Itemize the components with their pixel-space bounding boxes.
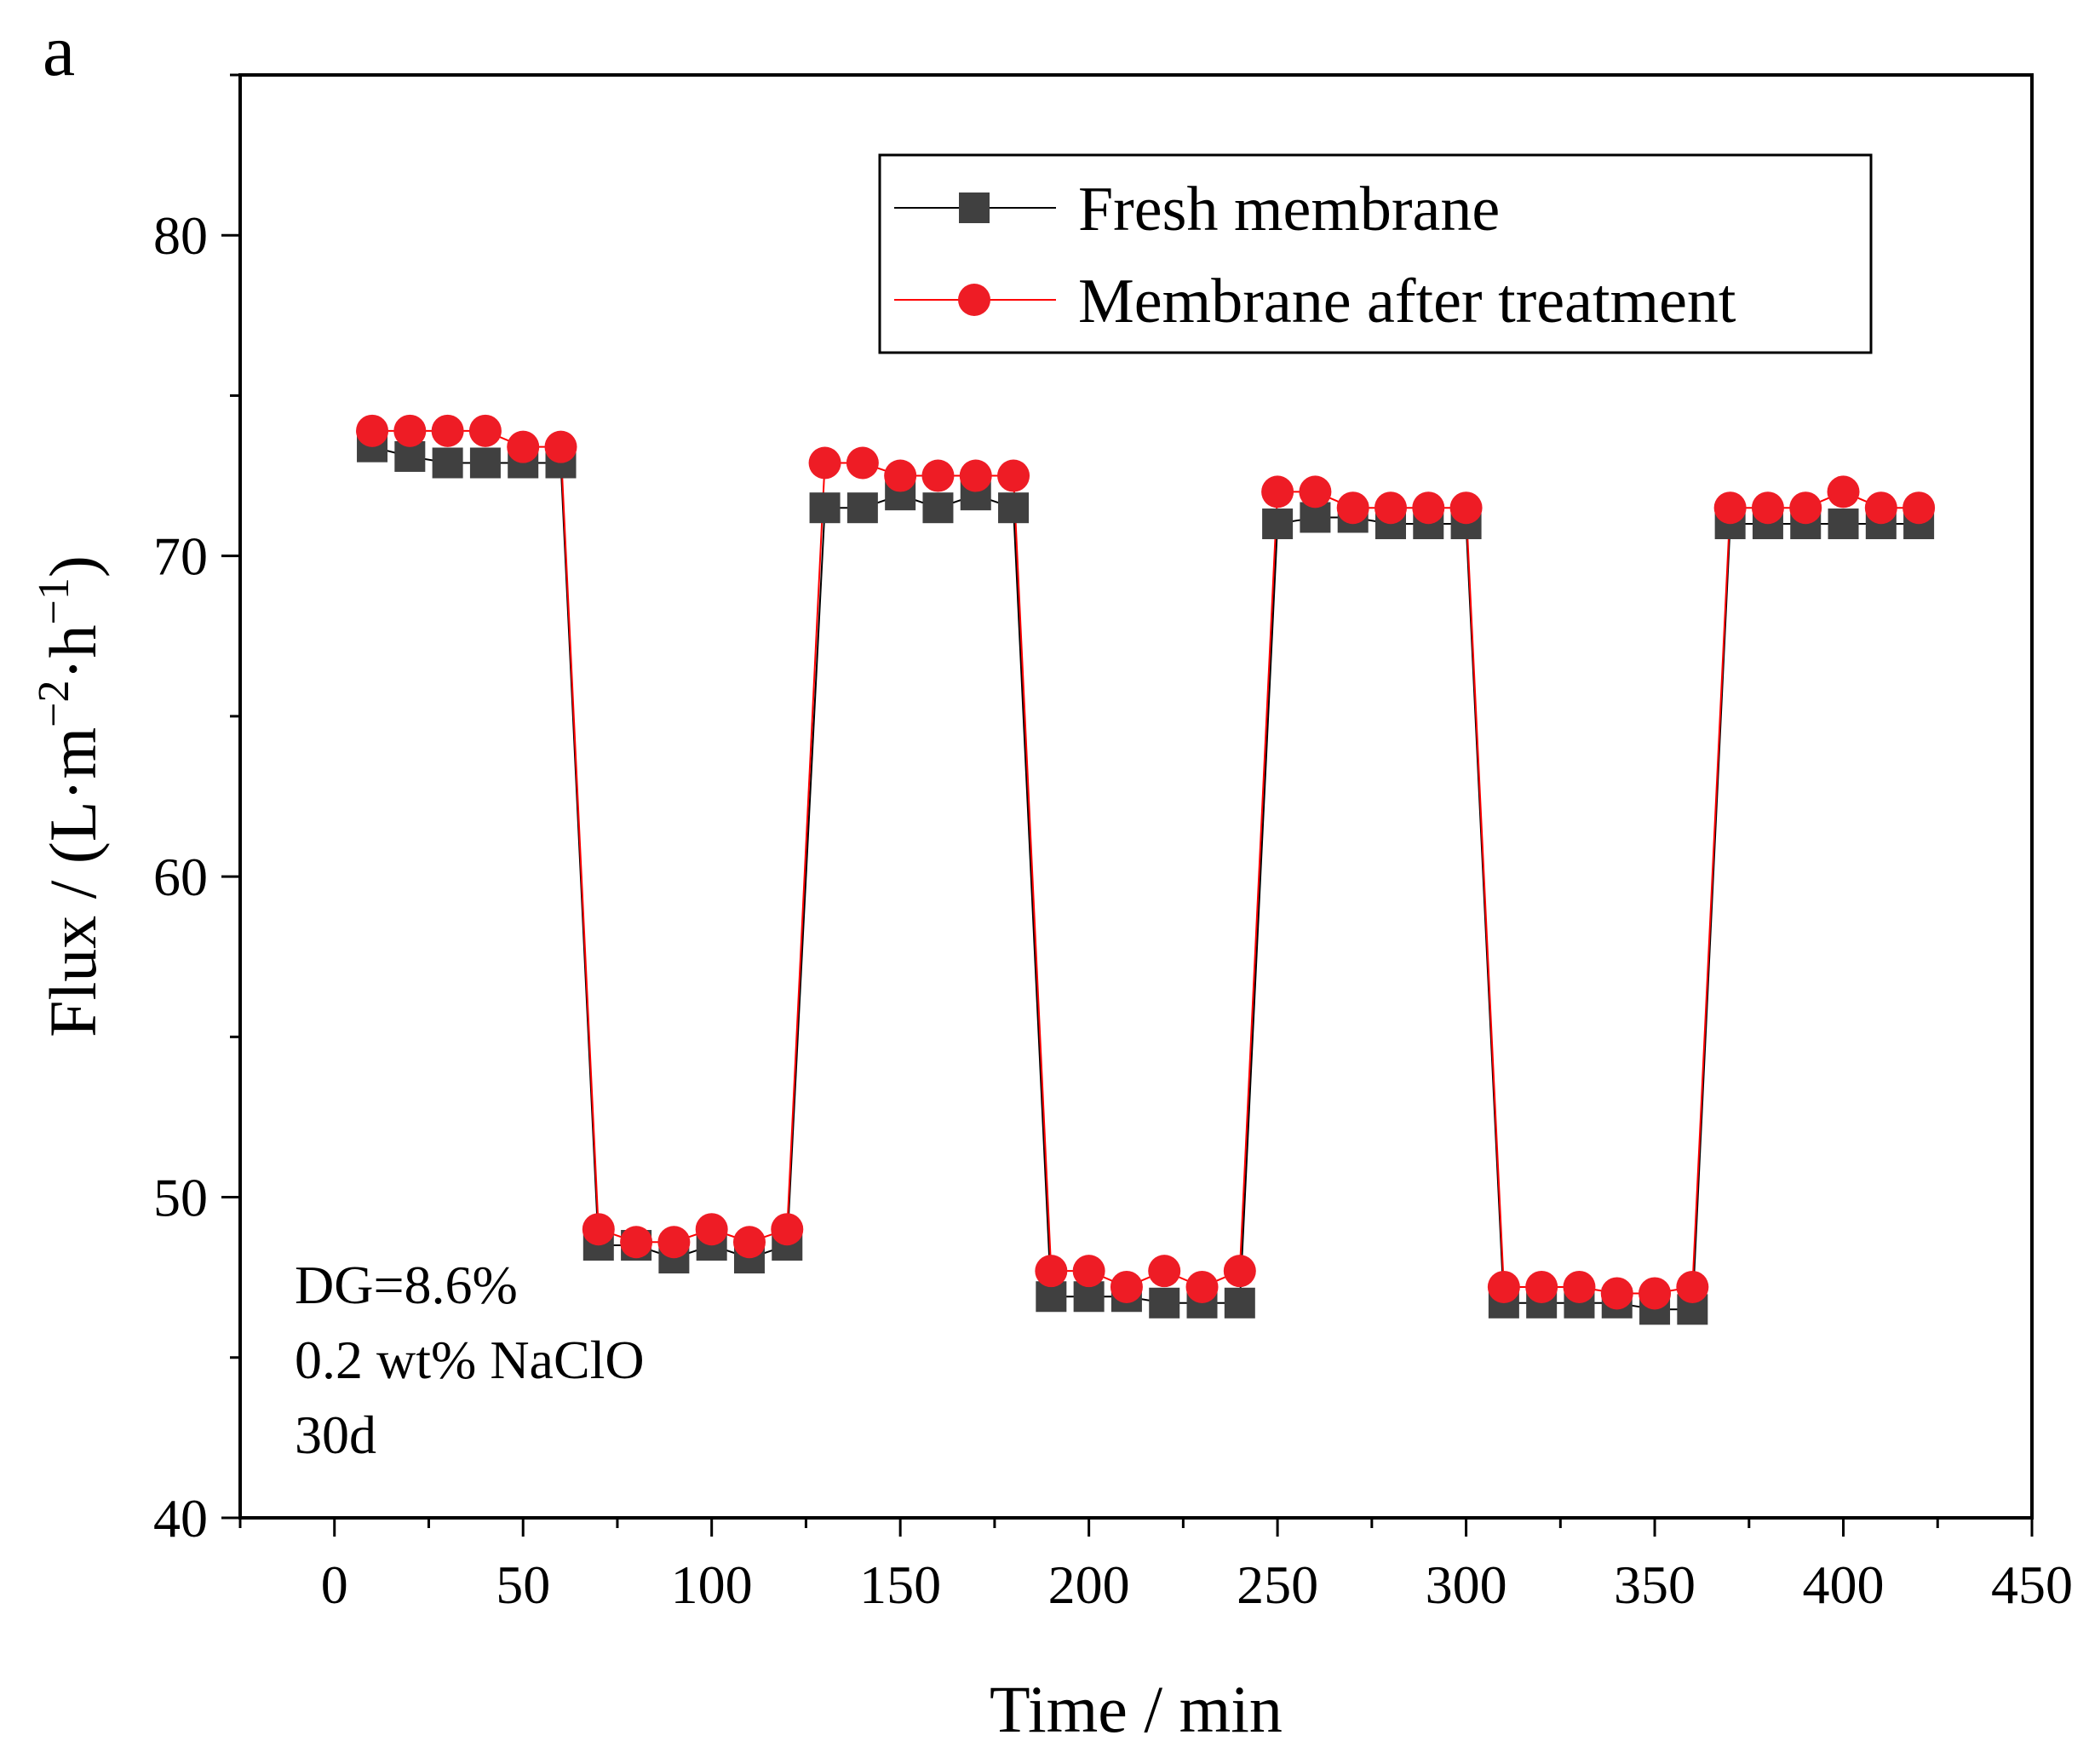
marker-treated [1185, 1270, 1219, 1303]
legend-label-fresh: Fresh membrane [1078, 175, 1500, 244]
marker-fresh [1262, 509, 1294, 540]
marker-treated [507, 430, 540, 463]
legend: Fresh membrane Membrane after treatment [878, 153, 1873, 354]
y-axis-ticks: 40 50 60 70 80 [153, 73, 240, 1549]
legend-marker-treated [958, 284, 990, 316]
marker-treated [1600, 1277, 1633, 1310]
y-tick-label: 40 [153, 1488, 208, 1549]
marker-treated [921, 459, 955, 492]
marker-fresh [432, 447, 463, 479]
marker-treated [1412, 491, 1445, 525]
annotation-duration: 30d [295, 1405, 376, 1465]
marker-treated [1676, 1270, 1709, 1303]
marker-treated [1789, 491, 1822, 525]
x-tick-label: 100 [671, 1554, 753, 1615]
marker-treated [1148, 1255, 1181, 1288]
x-tick-label: 150 [859, 1554, 941, 1615]
marker-treated [1072, 1255, 1105, 1288]
marker-treated [582, 1213, 615, 1246]
marker-treated [1336, 491, 1369, 525]
legend-label-treated: Membrane after treatment [1078, 267, 1736, 336]
marker-treated [1299, 475, 1332, 509]
marker-treated [997, 459, 1030, 492]
x-tick-label: 300 [1426, 1554, 1507, 1615]
marker-treated [884, 459, 917, 492]
y-axis-label-mid: ·h [36, 625, 110, 681]
x-tick-label: 0 [321, 1554, 348, 1615]
marker-treated [1035, 1255, 1068, 1288]
marker-fresh [1828, 509, 1859, 540]
y-axis-label-base: Flux / (L·m [36, 727, 110, 1037]
x-tick-label: 450 [1991, 1554, 2073, 1615]
marker-fresh [847, 492, 878, 524]
marker-fresh [469, 447, 501, 479]
marker-treated [1864, 491, 1897, 525]
marker-treated [959, 459, 992, 492]
marker-treated [846, 446, 879, 480]
x-tick-label: 350 [1614, 1554, 1696, 1615]
annotation-dg: DG=8.6% [295, 1255, 518, 1315]
marker-treated [1563, 1270, 1596, 1303]
x-tick-label: 50 [496, 1554, 550, 1615]
marker-fresh [1149, 1287, 1180, 1319]
plot-frame [238, 73, 2034, 1520]
x-tick-label: 250 [1237, 1554, 1318, 1615]
marker-fresh [1224, 1287, 1255, 1319]
annotation-block: DG=8.6% 0.2 wt% NaClO 30d [295, 1255, 645, 1465]
series-markers [356, 414, 1936, 1325]
marker-treated [393, 414, 427, 447]
marker-treated [1449, 491, 1483, 525]
marker-treated [431, 414, 464, 447]
marker-treated [544, 430, 577, 463]
y-axis-label: Flux / (L·m−2·h−1) [30, 555, 110, 1037]
marker-treated [1638, 1277, 1672, 1310]
y-axis-label-sup1: −2 [30, 680, 78, 727]
x-tick-label: 400 [1803, 1554, 1885, 1615]
series-lines [371, 429, 1920, 1311]
series-line-0 [371, 445, 1920, 1311]
marker-treated [771, 1213, 804, 1246]
marker-treated [1261, 475, 1294, 509]
y-tick-label: 80 [153, 205, 208, 266]
marker-fresh [922, 492, 954, 524]
series-line-1 [372, 429, 1920, 1295]
x-axis-label: Time / min [990, 1672, 1283, 1746]
y-axis-label-sup2: −1 [30, 577, 78, 624]
marker-fresh [809, 492, 841, 524]
y-tick-label: 60 [153, 847, 208, 907]
y-tick-label: 50 [153, 1168, 208, 1228]
marker-treated [620, 1226, 653, 1259]
x-tick-label: 200 [1048, 1554, 1130, 1615]
legend-marker-fresh [959, 192, 990, 223]
x-axis-ticks: 0 50 100 150 200 250 300 350 400 450 [238, 1518, 2073, 1615]
marker-treated [1223, 1255, 1256, 1288]
marker-treated [356, 414, 389, 447]
marker-treated [1374, 491, 1407, 525]
marker-treated [1827, 475, 1860, 509]
marker-treated [695, 1213, 728, 1246]
marker-treated [1110, 1270, 1143, 1303]
marker-treated [1525, 1270, 1558, 1303]
marker-fresh [998, 492, 1030, 524]
legend-box [878, 153, 1873, 354]
marker-treated [1902, 491, 1936, 525]
marker-treated [1487, 1270, 1520, 1303]
y-tick-label: 70 [153, 526, 208, 587]
marker-treated [1713, 491, 1747, 525]
panel-label: a [43, 9, 75, 91]
marker-treated [1751, 491, 1784, 525]
marker-treated [732, 1226, 766, 1259]
annotation-naclo: 0.2 wt% NaClO [295, 1330, 645, 1390]
marker-treated [468, 414, 502, 447]
marker-treated [657, 1226, 691, 1259]
y-axis-label-end: ) [36, 555, 110, 577]
marker-treated [808, 446, 841, 480]
